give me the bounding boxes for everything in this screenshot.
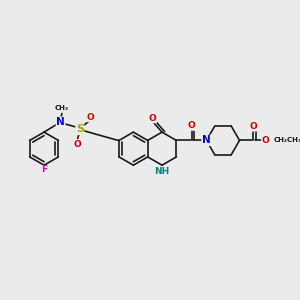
Text: O: O: [73, 140, 81, 148]
Text: O: O: [188, 121, 196, 130]
Text: O: O: [149, 114, 157, 123]
Text: O: O: [262, 136, 269, 145]
Text: O: O: [250, 122, 257, 131]
Text: N: N: [202, 135, 211, 146]
Text: CH₃: CH₃: [55, 105, 69, 111]
Text: F: F: [41, 166, 47, 175]
Text: N: N: [56, 117, 65, 127]
Text: N: N: [202, 135, 211, 146]
Text: S: S: [76, 124, 84, 134]
Text: NH: NH: [154, 167, 169, 176]
Text: CH₂CH₃: CH₂CH₃: [274, 137, 300, 143]
Text: O: O: [87, 113, 94, 122]
